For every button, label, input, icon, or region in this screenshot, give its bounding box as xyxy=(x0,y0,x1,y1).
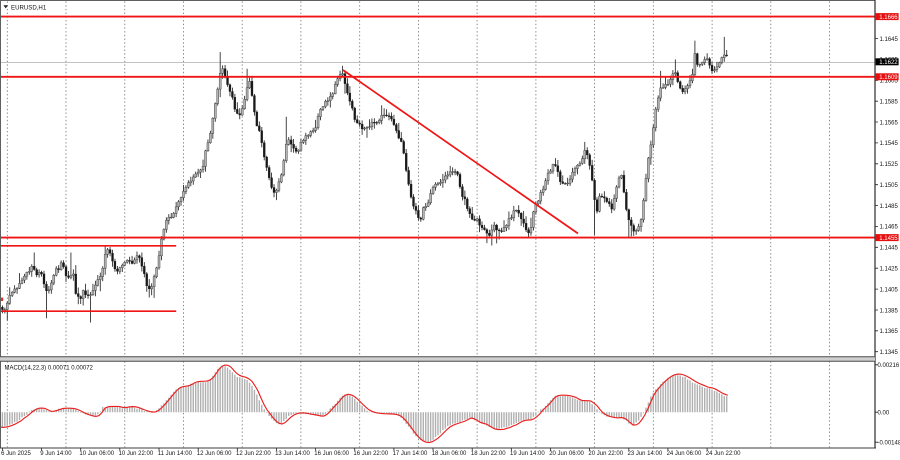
svg-text:1.1365: 1.1365 xyxy=(880,329,899,335)
svg-text:1.1609: 1.1609 xyxy=(879,75,898,81)
svg-text:16 Jun 06:00: 16 Jun 06:00 xyxy=(314,451,349,457)
svg-text:1.1565: 1.1565 xyxy=(880,120,899,126)
svg-text:1.1455: 1.1455 xyxy=(879,236,898,242)
svg-text:1.1525: 1.1525 xyxy=(880,162,899,168)
svg-text:24 Jun 22:00: 24 Jun 22:00 xyxy=(706,451,741,457)
svg-text:EURUSD,H1: EURUSD,H1 xyxy=(11,4,47,11)
svg-text:24 Jun 06:00: 24 Jun 06:00 xyxy=(667,451,702,457)
svg-text:11 Jun 14:00: 11 Jun 14:00 xyxy=(158,451,193,457)
svg-text:1.1405: 1.1405 xyxy=(880,287,899,293)
svg-text:1.1622: 1.1622 xyxy=(879,60,898,66)
svg-text:13 Jun 14:00: 13 Jun 14:00 xyxy=(275,451,310,457)
svg-text:12 Jun 06:00: 12 Jun 06:00 xyxy=(197,451,232,457)
svg-text:1.1666: 1.1666 xyxy=(879,15,898,21)
svg-text:1.1425: 1.1425 xyxy=(880,267,899,273)
svg-text:1.1505: 1.1505 xyxy=(880,183,899,189)
svg-text:12 Jun 22:00: 12 Jun 22:00 xyxy=(236,451,271,457)
svg-text:20 Jun 06:00: 20 Jun 06:00 xyxy=(549,451,584,457)
svg-text:1.1345: 1.1345 xyxy=(880,350,899,356)
svg-text:10 Jun 06:00: 10 Jun 06:00 xyxy=(79,451,114,457)
svg-text:MACD(14,22,3) 0.00071 0.00072: MACD(14,22,3) 0.00071 0.00072 xyxy=(5,366,94,372)
svg-text:1.1645: 1.1645 xyxy=(880,37,899,43)
svg-text:20 Jun 22:00: 20 Jun 22:00 xyxy=(588,451,623,457)
svg-text:10 Jun 22:00: 10 Jun 22:00 xyxy=(119,451,154,457)
svg-text:1.1605: 1.1605 xyxy=(880,79,899,85)
svg-text:-0.00148: -0.00148 xyxy=(878,440,900,446)
svg-text:0.00216: 0.00216 xyxy=(878,363,900,369)
svg-text:18 Jun 06:00: 18 Jun 06:00 xyxy=(432,451,467,457)
svg-text:1.1445: 1.1445 xyxy=(880,246,899,252)
svg-text:17 Jun 14:00: 17 Jun 14:00 xyxy=(393,451,428,457)
svg-text:18 Jun 22:00: 18 Jun 22:00 xyxy=(471,451,506,457)
svg-text:0.00: 0.00 xyxy=(878,411,890,417)
svg-text:23 Jun 14:00: 23 Jun 14:00 xyxy=(628,451,663,457)
svg-text:1.1585: 1.1585 xyxy=(880,100,899,106)
svg-text:19 Jun 14:00: 19 Jun 14:00 xyxy=(510,451,545,457)
svg-text:16 Jun 22:00: 16 Jun 22:00 xyxy=(353,451,388,457)
svg-text:1.1385: 1.1385 xyxy=(880,308,899,314)
svg-text:1.1485: 1.1485 xyxy=(880,204,899,210)
svg-text:1.1465: 1.1465 xyxy=(880,225,899,231)
svg-text:1.1545: 1.1545 xyxy=(880,141,899,147)
svg-text:9 Jun 14:00: 9 Jun 14:00 xyxy=(40,451,72,457)
svg-text:6 Jun 2025: 6 Jun 2025 xyxy=(1,451,31,457)
